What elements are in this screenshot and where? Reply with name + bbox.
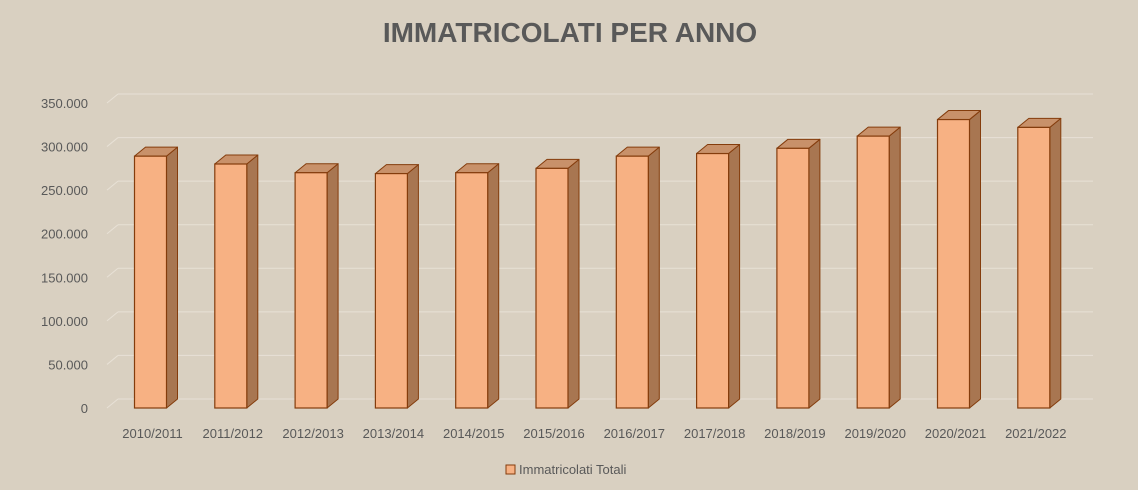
x-tick-label: 2014/2015 — [443, 426, 504, 441]
x-tick-label: 2017/2018 — [684, 426, 745, 441]
gridline-diagonal — [106, 137, 119, 147]
bar-side — [808, 138, 821, 409]
gridline-diagonal — [106, 93, 119, 104]
bar — [455, 163, 500, 409]
bar-front — [936, 118, 971, 409]
gridlines — [106, 93, 1093, 409]
y-tick-label: 200.000 — [41, 227, 88, 242]
legend-label: Immatricolati Totali — [519, 462, 627, 477]
legend-swatch — [505, 464, 516, 475]
bar-front — [856, 135, 890, 409]
bar — [374, 164, 419, 409]
gridline-diagonal — [106, 267, 119, 278]
bar-side — [969, 110, 981, 409]
bar — [936, 110, 981, 409]
bar-front — [695, 152, 730, 409]
bar-front — [294, 172, 328, 409]
gridline-diagonal — [106, 398, 119, 409]
bars — [133, 110, 1062, 409]
bar-front — [455, 172, 489, 409]
gridline-diagonal — [106, 180, 119, 191]
y-tick-label: 150.000 — [41, 270, 88, 285]
bar-side — [647, 146, 660, 409]
bar-front — [615, 155, 649, 409]
x-tick-label: 2019/2020 — [844, 426, 905, 441]
x-tick-label: 2021/2022 — [1005, 426, 1066, 441]
bar — [695, 144, 741, 409]
y-tick-label: 300.000 — [41, 140, 88, 155]
x-tick-label: 2015/2016 — [523, 426, 584, 441]
x-tick-label: 2020/2021 — [925, 426, 986, 441]
bar-front — [374, 172, 408, 409]
legend: Immatricolati Totali — [505, 462, 627, 477]
bar — [535, 158, 580, 409]
x-tick-label: 2010/2011 — [122, 426, 183, 441]
x-tick-label: 2013/2014 — [363, 426, 424, 441]
x-tick-label: 2016/2017 — [604, 426, 665, 441]
y-axis-tick-labels: 0 50.000 100.000 150.000 200.000 250.000 300.0… — [41, 96, 88, 416]
bar — [776, 138, 821, 409]
bar-side — [1049, 117, 1062, 409]
chart-title: IMMATRICOLATI PER ANNO — [383, 17, 757, 48]
x-tick-label: 2011/2012 — [203, 426, 264, 441]
y-tick-label: 250.000 — [41, 183, 88, 198]
bar-front — [535, 167, 569, 409]
bar-side — [166, 146, 178, 409]
x-axis-tick-labels: 2010/2011 2011/2012 2012/2013 2013/2014 2014… — [122, 426, 1066, 441]
bar-side — [406, 164, 419, 409]
y-tick-label: 350.000 — [41, 96, 88, 111]
gridline-diagonal — [106, 311, 119, 322]
y-tick-label: 0 — [81, 401, 88, 416]
y-tick-label: 100.000 — [41, 314, 88, 329]
bar — [133, 146, 178, 409]
bar — [615, 146, 660, 409]
bar-side — [326, 163, 339, 409]
bar-front — [214, 163, 248, 409]
bar-front — [1017, 126, 1051, 409]
gridline-diagonal — [106, 224, 119, 235]
bar-side — [487, 163, 500, 409]
gridline-diagonal — [106, 355, 119, 365]
bar-front — [776, 147, 810, 409]
bar — [214, 154, 259, 409]
bar — [1017, 117, 1062, 409]
x-tick-label: 2012/2013 — [282, 426, 343, 441]
y-tick-label: 50.000 — [48, 357, 88, 372]
x-tick-label: 2018/2019 — [764, 426, 825, 441]
bar-side — [567, 158, 580, 409]
bar-side — [728, 144, 741, 409]
bar-front — [133, 155, 168, 409]
bar-side — [888, 126, 901, 409]
bar — [856, 126, 901, 409]
bar-side — [246, 154, 259, 409]
bar — [294, 163, 339, 409]
